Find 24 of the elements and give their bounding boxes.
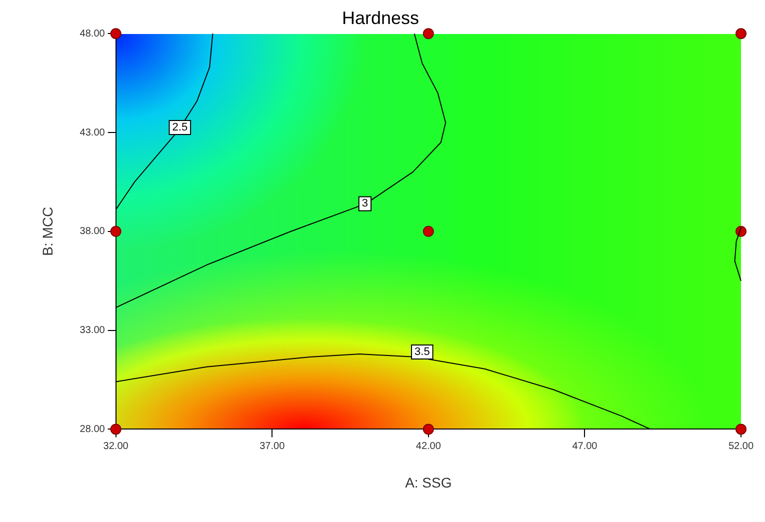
chart-title: Hardness [342,8,420,28]
annotation: 2.5 [172,122,188,134]
x-tick-label: 47.00 [572,440,598,452]
x-tick-label: 37.00 [260,440,286,452]
x-tick-label: 32.00 [103,440,129,452]
point [110,28,122,40]
point [422,424,434,435]
point [422,28,434,40]
x-tick-label: 42.00 [416,440,442,452]
point [736,28,746,40]
y-tick-label: 48.00 [80,28,106,40]
y-tick-label: 33.00 [80,325,106,336]
x-axis-title: A: SSG [405,474,452,490]
y-tick-label: 38.00 [80,226,106,238]
y-tick-label: 28.00 [80,424,106,435]
y-tick-label: 43.00 [80,127,106,138]
x-tick-label: 52.00 [728,440,754,452]
y-axis-title: B: MCC [39,206,56,256]
annotation: 3 [362,198,368,210]
point [110,424,122,435]
annotation: 3.5 [414,346,430,358]
point [736,424,746,435]
point [110,226,122,237]
point [422,226,434,237]
